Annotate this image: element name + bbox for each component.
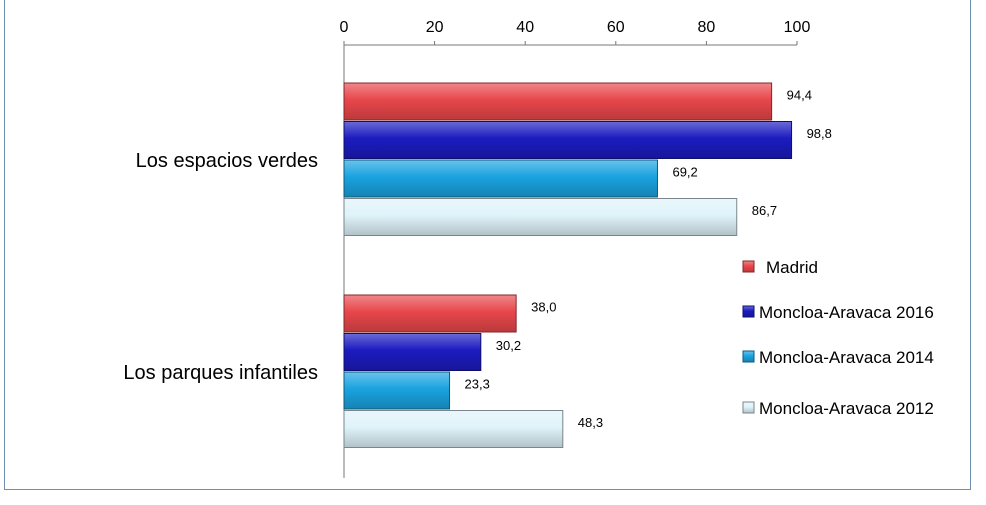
bar-value-label: 23,3 bbox=[465, 377, 490, 392]
bar bbox=[343, 82, 773, 121]
bar bbox=[343, 159, 658, 198]
legend-label: Moncloa-Aravaca 2012 bbox=[759, 399, 934, 418]
legend-swatch bbox=[742, 305, 755, 318]
bar-value-label: 86,7 bbox=[752, 203, 777, 218]
bar-value-label: 94,4 bbox=[787, 88, 812, 103]
bar-value-label: 69,2 bbox=[672, 165, 697, 180]
chart-frame bbox=[4, 0, 971, 490]
bar bbox=[343, 294, 517, 333]
legend-swatch bbox=[742, 350, 755, 363]
bar-value-label: 48,3 bbox=[578, 415, 603, 430]
legend-swatch bbox=[742, 260, 755, 273]
category-label: Los parques infantiles bbox=[123, 362, 318, 384]
bar bbox=[343, 333, 482, 371]
bar-value-label: 38,0 bbox=[531, 300, 556, 315]
x-tick-label: 0 bbox=[340, 19, 349, 36]
x-tick-label: 40 bbox=[516, 19, 534, 36]
bar-value-label: 98,8 bbox=[807, 126, 832, 141]
bar-value-label: 30,2 bbox=[496, 338, 521, 353]
bar bbox=[343, 410, 564, 448]
legend-label: Moncloa-Aravaca 2014 bbox=[759, 348, 934, 367]
category-label: Los espacios verdes bbox=[136, 150, 318, 172]
legend-label: Moncloa-Aravaca 2016 bbox=[759, 303, 934, 322]
legend-swatch bbox=[742, 401, 755, 414]
x-tick-label: 80 bbox=[698, 19, 716, 36]
bar bbox=[343, 371, 451, 410]
bar bbox=[343, 121, 793, 159]
bar bbox=[343, 198, 738, 236]
legend-label: Madrid bbox=[766, 258, 818, 277]
x-tick-label: 60 bbox=[607, 19, 625, 36]
x-tick-label: 100 bbox=[784, 19, 811, 36]
x-tick-label: 20 bbox=[426, 19, 444, 36]
